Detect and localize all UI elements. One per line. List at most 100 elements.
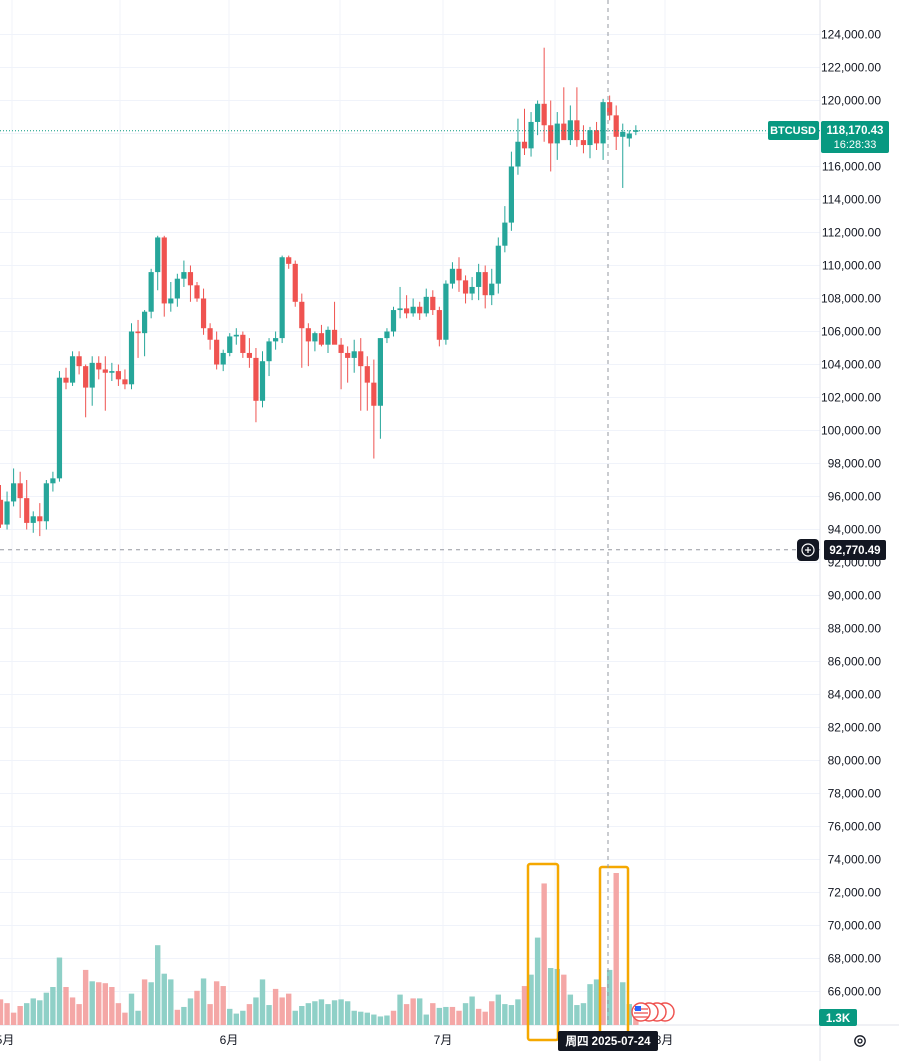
volume-bar — [508, 1005, 515, 1025]
volume-bar — [259, 979, 266, 1025]
candle-body — [83, 366, 89, 388]
candle-body — [318, 333, 325, 345]
time-axis[interactable]: 5月 6月 7月 8月 — [0, 1033, 673, 1047]
countdown-label: 16:28:33 — [834, 139, 877, 151]
candle-body — [358, 351, 364, 367]
volume-bar — [436, 1007, 443, 1025]
candle-body — [587, 130, 593, 146]
y-tick-label: 124,000.00 — [821, 28, 881, 42]
candle-body — [345, 352, 351, 358]
volume-bar — [580, 1003, 587, 1025]
symbol-tag-bg — [768, 121, 819, 140]
volume-bar — [325, 1004, 331, 1025]
y-tick-label: 70,000.00 — [828, 919, 882, 933]
candle-body — [286, 257, 292, 264]
candle-body — [528, 121, 534, 149]
volume-bar — [24, 1003, 30, 1025]
volume-bar — [371, 1014, 377, 1025]
candle-body — [69, 356, 76, 383]
volume-bar — [4, 1003, 10, 1025]
candle-body — [502, 222, 508, 246]
volume-bar — [567, 994, 574, 1025]
highlight-box — [526, 862, 560, 1042]
candle-body — [325, 329, 331, 345]
volume-bar — [502, 1004, 508, 1025]
candle-body — [561, 123, 567, 141]
y-tick-label: 104,000.00 — [821, 358, 881, 372]
candle-body — [371, 382, 377, 406]
volume-bar — [489, 1001, 495, 1025]
volume-bar — [17, 1006, 23, 1025]
volume-bar — [63, 987, 69, 1025]
candle-body — [115, 371, 121, 380]
volume-bar — [213, 981, 220, 1025]
candle-body — [364, 366, 370, 383]
volume-bar — [587, 984, 593, 1025]
volume-bar — [253, 997, 259, 1025]
volume-bar — [246, 1004, 253, 1025]
candle-body — [593, 130, 600, 144]
volume-bar — [181, 1006, 187, 1025]
candle-body — [495, 245, 501, 284]
candle-body — [620, 131, 626, 137]
candle-body — [456, 268, 462, 281]
volume-bar — [593, 979, 600, 1025]
y-tick-label: 106,000.00 — [821, 325, 881, 339]
candle-body — [312, 333, 318, 342]
volume-bar — [279, 997, 285, 1025]
candle-body — [476, 272, 482, 287]
y-tick-label: 68,000.00 — [828, 952, 882, 966]
volume-bar — [141, 979, 148, 1025]
volume-bar — [10, 1012, 17, 1025]
y-tick-label: 98,000.00 — [828, 457, 882, 471]
volume-bars — [0, 873, 639, 1025]
candle-body — [482, 272, 488, 296]
volume-bar — [469, 996, 475, 1025]
candle-body — [50, 478, 56, 484]
candle-body — [102, 369, 108, 373]
volume-bar — [495, 994, 501, 1025]
volume-bar — [292, 1010, 298, 1025]
candle-body — [259, 361, 266, 401]
candle-body — [436, 310, 442, 340]
settings-button[interactable] — [848, 1029, 872, 1053]
us-flag-icon[interactable] — [631, 1002, 675, 1022]
volume-bar — [69, 997, 76, 1025]
volume-bar — [456, 1010, 462, 1025]
current-price-label: 118,170.43 — [827, 125, 884, 137]
volume-bar — [174, 1009, 181, 1025]
volume-bar — [515, 999, 521, 1025]
candle-body — [17, 483, 23, 499]
candle-body — [417, 306, 423, 314]
volume-bar — [521, 986, 528, 1025]
y-tick-label: 74,000.00 — [828, 853, 882, 867]
candle-body — [292, 263, 298, 302]
volume-label: 1.3K — [826, 1013, 851, 1025]
plus-circle-icon[interactable] — [797, 539, 819, 561]
y-tick-label: 122,000.00 — [821, 61, 881, 75]
price-axis[interactable]: 124,000.00122,000.00120,000.00118,000.00… — [821, 28, 881, 999]
candle-body — [56, 377, 63, 479]
volume-bar — [109, 987, 115, 1025]
candle-body — [43, 483, 49, 522]
volume-bar — [43, 992, 50, 1025]
candle-body — [37, 516, 43, 522]
volume-bar — [534, 937, 541, 1025]
volume-bar — [194, 990, 200, 1025]
y-tick-label: 110,000.00 — [822, 259, 881, 273]
volume-bar — [626, 1004, 632, 1025]
volume-bar — [443, 1006, 449, 1025]
candle-body — [607, 102, 613, 116]
volume-bar — [358, 1011, 364, 1025]
candles — [0, 47, 639, 537]
volume-bar — [620, 982, 626, 1025]
candle-body — [626, 133, 632, 139]
y-tick-label: 90,000.00 — [828, 589, 882, 603]
y-tick-label: 96,000.00 — [828, 490, 882, 504]
volume-bar — [312, 1001, 318, 1025]
candle-body — [76, 356, 82, 367]
volume-bar — [613, 873, 619, 1025]
volume-bar — [423, 1014, 429, 1025]
candle-body — [109, 371, 115, 373]
